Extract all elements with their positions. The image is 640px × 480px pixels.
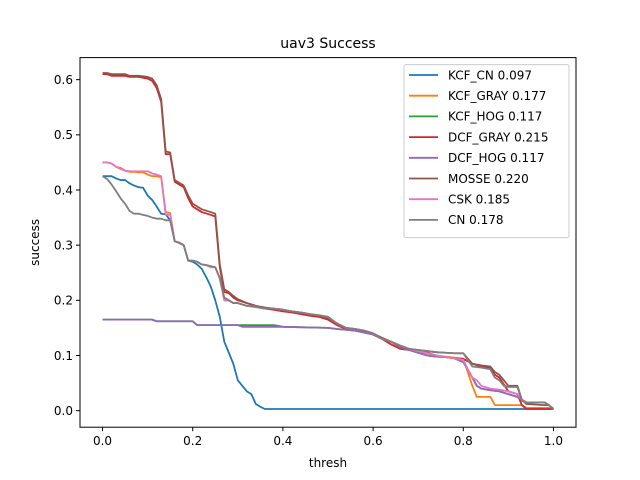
plot-frame (79, 57, 577, 428)
series-line-2 (102, 318, 555, 410)
series-layer (102, 72, 555, 410)
y-tick-label: 0.3 (54, 238, 73, 252)
series-line-4 (102, 318, 555, 410)
legend-entry-6: CSK 0.185 (448, 193, 510, 207)
x-tick-label: 0.4 (273, 434, 292, 448)
legend-entry-2: KCF_HOG 0.117 (448, 110, 542, 124)
plot-area (79, 57, 577, 428)
series-line-7 (102, 175, 555, 410)
legend-entry-0: KCF_CN 0.097 (448, 68, 532, 82)
legend-entry-4: DCF_HOG 0.117 (448, 151, 544, 165)
legend-entry-1: KCF_GRAY 0.177 (448, 89, 546, 103)
x-tick-label: 0.8 (454, 434, 473, 448)
x-tick-label: 1.0 (544, 434, 563, 448)
legend-entry-5: MOSSE 0.220 (448, 172, 529, 186)
x-tick-label: 0.0 (93, 434, 112, 448)
y-tick-label: 0.4 (54, 183, 73, 197)
legend: KCF_CN 0.097 KCF_GRAY 0.177 KCF_HOG 0.117 D… (403, 64, 570, 239)
y-axis-label: success (28, 219, 42, 266)
y-tick-label: 0.2 (54, 294, 73, 308)
y-axis: 0.0 0.1 0.2 0.3 0.4 0.5 0.6 (54, 73, 80, 418)
x-axis: 0.0 0.2 0.4 0.6 0.8 1.0 (93, 427, 563, 448)
series-line-3 (102, 73, 554, 410)
y-tick-label: 0.6 (54, 73, 73, 87)
y-tick-label: 0.0 (54, 404, 73, 418)
x-axis-label: thresh (309, 456, 347, 470)
x-tick-label: 0.2 (183, 434, 202, 448)
legend-entry-7: CN 0.178 (448, 213, 504, 227)
legend-box (403, 64, 570, 239)
y-tick-label: 0.5 (54, 128, 73, 142)
x-tick-label: 0.6 (364, 434, 383, 448)
chart-title: uav3 Success (280, 36, 375, 52)
legend-entry-3: DCF_GRAY 0.215 (448, 130, 548, 144)
y-tick-label: 0.1 (54, 349, 73, 363)
